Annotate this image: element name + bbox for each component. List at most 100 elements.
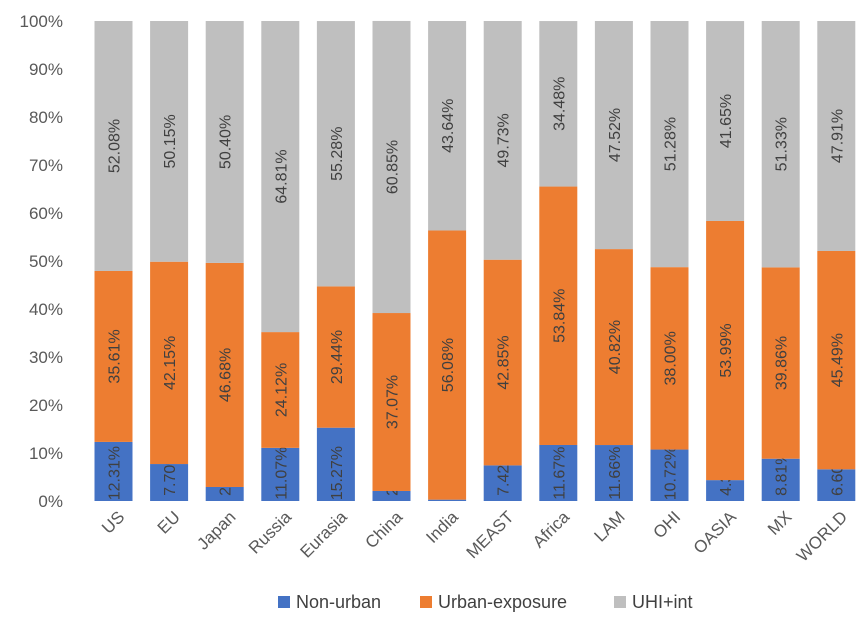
data-label: 39.86% (774, 336, 791, 390)
x-tick-label: MEAST (463, 507, 518, 562)
bar-segment-non-urban (650, 449, 689, 501)
bar-segment-urban-exposure (261, 332, 300, 448)
x-tick-label: EU (154, 507, 184, 537)
bar-segment-urban-exposure (372, 313, 411, 491)
bar-segment-uhi-int (372, 20, 411, 314)
bar-segment-uhi-int (706, 21, 745, 221)
data-label: 56.08% (440, 338, 457, 392)
data-label: 41.65% (718, 94, 735, 148)
data-label: 50.15% (162, 114, 179, 168)
bar-segment-non-urban (594, 445, 633, 501)
bar-segment-uhi-int (316, 21, 355, 287)
bar-segment-urban-exposure (650, 267, 689, 450)
bar-segment-non-urban (205, 486, 244, 501)
x-tick-label: Eurasia (297, 507, 352, 562)
y-tick-label: 10% (29, 444, 63, 463)
data-label: 43.64% (440, 99, 457, 153)
legend-label: Non-urban (296, 592, 381, 612)
x-tick-label: US (98, 507, 128, 537)
bar-segment-non-urban (761, 458, 800, 501)
bar-segment-uhi-int (428, 21, 467, 231)
data-label: 38.00% (663, 331, 680, 385)
bar-segment-uhi-int (205, 21, 244, 263)
data-label: 40.82% (607, 320, 624, 374)
data-label: 51.28% (663, 117, 680, 171)
legend-swatch (278, 596, 290, 608)
bar-segment-urban-exposure (205, 262, 244, 487)
y-tick-label: 0% (38, 492, 63, 511)
x-tick-label: Africa (529, 507, 574, 552)
data-label: 24.12% (273, 363, 290, 417)
x-tick-label: China (361, 507, 406, 552)
data-label: 11.66% (607, 447, 624, 500)
data-label: 11.67% (551, 447, 568, 500)
bar-segment-uhi-int (817, 21, 856, 251)
data-label: 34.48% (551, 77, 568, 131)
data-label: 55.28% (329, 127, 346, 181)
y-tick-label: 50% (29, 252, 63, 271)
bar-segment-non-urban (316, 427, 355, 501)
bar-segment-non-urban (539, 444, 578, 501)
data-label: 29.44% (329, 330, 346, 384)
bar-segment-uhi-int (483, 21, 522, 260)
bar-segment-urban-exposure (428, 230, 467, 500)
bar-segment-urban-exposure (761, 267, 800, 459)
y-tick-label: 40% (29, 300, 63, 319)
bar-segment-uhi-int (594, 21, 633, 250)
data-label: 52.08% (107, 119, 124, 173)
bar-segment-urban-exposure (150, 261, 189, 465)
bar-segment-uhi-int (261, 21, 300, 333)
data-label: 51.33% (774, 117, 791, 171)
y-tick-label: 70% (29, 156, 63, 175)
x-tick-label: LAM (591, 507, 629, 545)
data-label: 15.27% (329, 446, 346, 500)
data-label: 42.15% (162, 336, 179, 390)
bar-segment-uhi-int (539, 21, 578, 187)
y-tick-label: 80% (29, 108, 63, 127)
data-label: 49.73% (496, 113, 513, 167)
bar-segment-urban-exposure (316, 286, 355, 428)
bar-segment-urban-exposure (706, 220, 745, 481)
data-label: 45.49% (829, 333, 846, 387)
data-label: 37.07% (385, 375, 402, 429)
data-label: 53.84% (551, 289, 568, 343)
bar-segment-uhi-int (761, 21, 800, 268)
data-label: 11.07% (273, 447, 290, 500)
data-label: 47.52% (607, 108, 624, 162)
y-axis: 0% 10% 20% 30% 40% 50% 60% 70% 80% 90% 100% (20, 12, 63, 511)
bar-segment-non-urban (817, 469, 856, 501)
x-tick-label: WORLD (793, 507, 851, 565)
bar-segment-non-urban (94, 441, 133, 501)
bar-segment-non-urban (483, 465, 522, 501)
x-tick-label: OHI (650, 507, 685, 542)
y-tick-label: 100% (20, 12, 63, 31)
bar-segment-uhi-int (94, 21, 133, 271)
x-tick-label: MX (764, 507, 795, 538)
data-label: 64.81% (273, 149, 290, 203)
bar-segment-non-urban (372, 490, 411, 501)
bar-segment-uhi-int (150, 21, 189, 262)
data-label: 10.72% (663, 446, 680, 500)
x-tick-label: Japan (193, 507, 239, 553)
x-tick-label: OASIA (690, 507, 741, 558)
bar-segment-urban-exposure (483, 259, 522, 466)
y-tick-label: 20% (29, 396, 63, 415)
data-label: 53.99% (718, 323, 735, 377)
data-label: 50.40% (218, 115, 235, 169)
legend-swatch (420, 596, 432, 608)
legend-label: Urban-exposure (438, 592, 567, 612)
x-axis: US EU Japan Russia Eurasia China India MEAST Afr… (98, 507, 851, 566)
bar-segment-uhi-int (650, 21, 689, 268)
x-tick-label: Russia (245, 507, 296, 558)
y-tick-label: 30% (29, 348, 63, 367)
legend-label: UHI+int (632, 592, 693, 612)
bar-segment-non-urban (150, 464, 189, 501)
bar-segment-urban-exposure (594, 249, 633, 446)
y-tick-label: 60% (29, 204, 63, 223)
data-label: 60.85% (385, 140, 402, 194)
data-label: 47.91% (829, 109, 846, 163)
legend: Non-urban Urban-exposure UHI+int (278, 592, 693, 612)
x-tick-label: India (422, 507, 462, 547)
y-tick-label: 90% (29, 60, 63, 79)
